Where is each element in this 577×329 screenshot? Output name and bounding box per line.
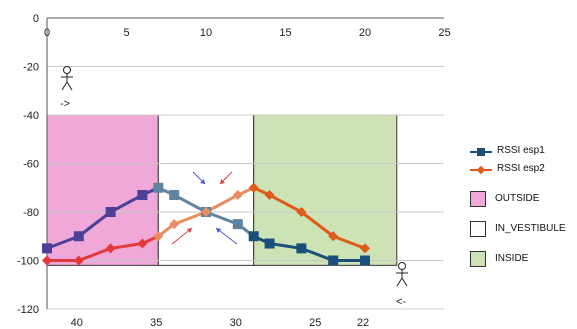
- y-tick-label: 0: [33, 13, 39, 25]
- data-point: [296, 243, 307, 254]
- y-tick-label: -20: [23, 62, 39, 74]
- y-tick-label: -80: [23, 207, 39, 219]
- legend-label: RSSI esp1: [497, 145, 545, 156]
- x-top-tick-label: 5: [123, 27, 129, 39]
- arrow-label-right: ->: [60, 98, 70, 110]
- y-tick-label: -120: [17, 304, 39, 316]
- data-point: [328, 255, 339, 266]
- series-segment: [109, 242, 144, 250]
- legend-swatch: [470, 221, 486, 237]
- data-point: [264, 190, 275, 201]
- series-segment: [299, 210, 335, 238]
- x-top-tick-label: 0: [44, 27, 50, 39]
- region-inside: [253, 114, 398, 266]
- data-point: [137, 238, 148, 249]
- data-point: [360, 255, 370, 266]
- data-point: [248, 182, 259, 193]
- x-top-tick-label: 20: [359, 27, 371, 39]
- data-point: [328, 231, 339, 242]
- series-segment: [331, 234, 367, 250]
- data-point: [105, 207, 116, 217]
- data-point: [296, 207, 307, 217]
- series-segment: [299, 246, 335, 262]
- data-point: [153, 182, 164, 193]
- tick-labels: 0 -20 -40 -60 -80 -100 -120 0 5 10 15 20 25 40 35 30 25 2…: [17, 13, 451, 329]
- x-bottom-tick-label: 40: [71, 317, 83, 329]
- arrowhead-blue-bottom-right: [216, 228, 221, 233]
- x-bottom-tick-label: 22: [357, 317, 369, 329]
- legend: RSSI esp1 RSSI esp2 OUTSIDE IN_VESTIBULE…: [470, 145, 577, 281]
- series-segment: [77, 246, 113, 262]
- data-point: [153, 231, 164, 242]
- x-bottom-tick-label: 30: [230, 317, 242, 329]
- arrowhead-red-bottom-left: [187, 228, 192, 233]
- legend-square-marker: [477, 148, 485, 156]
- x-bottom-tick-label: 35: [150, 317, 162, 329]
- legend-swatch: [470, 251, 486, 267]
- series-segment: [204, 193, 240, 214]
- legend-item-series-1: RSSI esp1: [470, 145, 577, 159]
- series-segment: [172, 210, 208, 226]
- data-point: [105, 243, 116, 254]
- series-segment: [172, 193, 208, 214]
- data-point: [201, 207, 211, 217]
- series-lines: [42, 182, 370, 266]
- legend-label: IN_VESTIBULE: [495, 223, 566, 234]
- legend-label: RSSI esp2: [497, 163, 545, 174]
- series-segment: [77, 210, 113, 238]
- legend-item-in-vestibule: IN_VESTIBULE: [470, 221, 577, 237]
- x-top-tick-label: 25: [438, 27, 450, 39]
- arrowhead-red-top-right: [220, 179, 225, 184]
- region-bands: [46, 114, 398, 266]
- data-point: [42, 255, 52, 266]
- convergence-arrows: [171, 171, 238, 245]
- series-segment: [109, 193, 144, 214]
- data-point: [169, 190, 180, 201]
- series-segment: [268, 242, 303, 250]
- data-point: [169, 219, 180, 230]
- data-point: [248, 231, 259, 242]
- data-point: [232, 219, 243, 230]
- data-point: [42, 243, 52, 254]
- legend-label: OUTSIDE: [495, 193, 540, 204]
- legend-item-series-2: RSSI esp2: [470, 163, 577, 177]
- y-tick-label: -100: [17, 256, 39, 268]
- data-point: [73, 255, 84, 266]
- legend-label: INSIDE: [495, 253, 529, 264]
- y-tick-label: -40: [23, 110, 39, 122]
- y-tick-label: -60: [23, 159, 39, 171]
- series-segment: [204, 210, 240, 226]
- arrowhead-blue-top-left: [200, 179, 205, 184]
- legend-diamond-marker: [476, 165, 486, 175]
- legend-item-inside: INSIDE: [470, 251, 577, 267]
- x-top-tick-label: 15: [279, 27, 291, 39]
- arrow-label-left: <-: [396, 296, 406, 308]
- data-point: [232, 190, 243, 201]
- series-segment: [45, 234, 81, 250]
- data-point: [264, 238, 275, 249]
- series-segment: [268, 193, 303, 214]
- legend-swatch: [470, 191, 486, 207]
- data-point: [137, 190, 148, 201]
- data-point: [73, 231, 84, 242]
- x-top-tick-label: 10: [200, 27, 212, 39]
- data-point: [360, 243, 370, 254]
- x-bottom-tick-label: 25: [309, 317, 321, 329]
- legend-item-outside: OUTSIDE: [470, 191, 577, 207]
- person-icon: [396, 262, 408, 287]
- person-icon: [61, 66, 73, 91]
